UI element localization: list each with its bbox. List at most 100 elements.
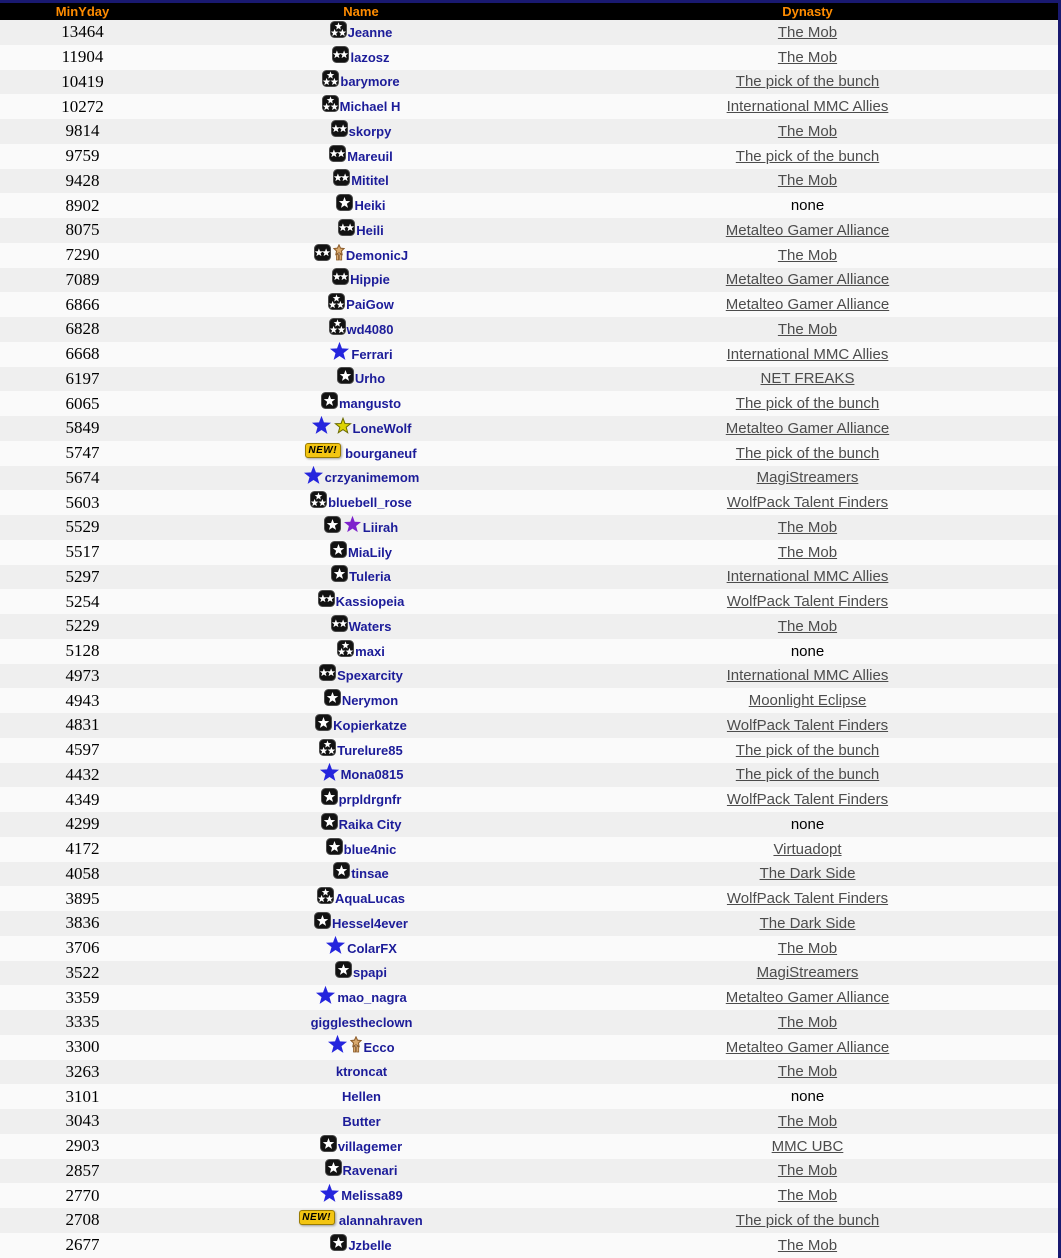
dynasty-link[interactable]: The Mob [777, 518, 838, 536]
player-name[interactable]: ktroncat [335, 1064, 388, 1080]
dynasty-link[interactable]: MagiStreamers [756, 964, 859, 982]
dynasty-link[interactable]: The pick of the bunch [735, 741, 880, 759]
player-name[interactable]: prpldrgnfr [338, 792, 402, 808]
player-name[interactable]: Heili [356, 222, 384, 238]
dynasty-link[interactable]: Metalteo Gamer Alliance [725, 419, 890, 437]
player-name[interactable]: alannahraven [338, 1212, 423, 1228]
player-name[interactable]: Michael H [339, 99, 401, 115]
player-name[interactable]: Raika City [338, 816, 402, 832]
dynasty-link[interactable]: MagiStreamers [756, 469, 859, 487]
player-name[interactable]: Jeanne [347, 24, 393, 40]
player-name[interactable]: Butter [342, 1113, 381, 1129]
player-name[interactable]: Waters [348, 618, 392, 634]
dynasty-link[interactable]: NET FREAKS [760, 370, 855, 388]
player-name[interactable]: Hellen [341, 1089, 381, 1105]
player-name[interactable]: Turelure85 [337, 742, 403, 758]
dynasty-link[interactable]: Metalteo Gamer Alliance [725, 271, 890, 289]
player-name[interactable]: spapi [353, 965, 387, 981]
player-name[interactable]: Tuleria [349, 569, 391, 585]
player-name[interactable]: bluebell_rose [328, 495, 412, 511]
dynasty-link[interactable]: Metalteo Gamer Alliance [725, 1038, 890, 1056]
player-name[interactable]: tinsae [351, 866, 389, 882]
dynasty-link[interactable]: The pick of the bunch [735, 147, 880, 165]
column-header-dynasty[interactable]: Dynasty [782, 4, 833, 19]
player-name[interactable]: Ferrari [351, 346, 393, 362]
player-name[interactable]: lazosz [350, 49, 390, 65]
player-name[interactable]: mangusto [338, 396, 402, 412]
player-name[interactable]: maxi [355, 643, 385, 659]
dynasty-link[interactable]: The Mob [777, 23, 838, 41]
player-name[interactable]: ColarFX [347, 940, 397, 956]
dynasty-link[interactable]: The Mob [777, 617, 838, 635]
player-name[interactable]: wd4080 [346, 321, 394, 337]
player-name[interactable]: Ecco [363, 1039, 395, 1055]
dynasty-link[interactable]: The Mob [777, 543, 838, 561]
player-name[interactable]: Hessel4ever [332, 915, 408, 931]
player-name[interactable]: Kassiopeia [335, 594, 405, 610]
dynasty-link[interactable]: The Mob [777, 122, 838, 140]
dynasty-link[interactable]: WolfPack Talent Finders [726, 593, 889, 611]
player-name[interactable]: DemonicJ [345, 247, 409, 263]
player-name[interactable]: Heiki [354, 198, 386, 214]
player-name[interactable]: Liirah [362, 519, 399, 535]
dynasty-link[interactable]: The Dark Side [759, 865, 856, 883]
dynasty-link[interactable]: The Mob [777, 1013, 838, 1031]
player-name[interactable]: crzyanimemom [324, 470, 420, 486]
dynasty-link[interactable]: The Mob [777, 1187, 838, 1205]
dynasty-link[interactable]: MMC UBC [771, 1137, 844, 1155]
player-name[interactable]: blue4nic [343, 841, 397, 857]
player-name[interactable]: Mareuil [347, 148, 393, 164]
player-name[interactable]: barymore [340, 74, 400, 90]
dynasty-link[interactable]: Metalteo Gamer Alliance [725, 296, 890, 314]
dynasty-link[interactable]: The pick of the bunch [735, 73, 880, 91]
player-name[interactable]: LoneWolf [352, 420, 412, 436]
dynasty-link[interactable]: The Mob [777, 246, 838, 264]
dynasty-link[interactable]: WolfPack Talent Finders [726, 716, 889, 734]
dynasty-link[interactable]: The Mob [777, 320, 838, 338]
column-header-name[interactable]: Name [343, 4, 379, 19]
player-name[interactable]: Jzbelle [348, 1237, 392, 1253]
player-name[interactable]: Kopierkatze [333, 717, 407, 733]
dynasty-link[interactable]: International MMC Allies [726, 667, 889, 685]
dynasty-link[interactable]: The Mob [777, 1112, 838, 1130]
dynasty-link[interactable]: WolfPack Talent Finders [726, 494, 889, 512]
player-name[interactable]: Mona0815 [340, 767, 404, 783]
dynasty-link[interactable]: International MMC Allies [726, 98, 889, 116]
dynasty-link[interactable]: The pick of the bunch [735, 444, 880, 462]
player-name[interactable]: PaiGow [346, 297, 394, 313]
dynasty-link[interactable]: The pick of the bunch [735, 766, 880, 784]
dynasty-link[interactable]: The Mob [777, 1162, 838, 1180]
player-name[interactable]: Nerymon [341, 693, 399, 709]
player-name[interactable]: villagemer [337, 1138, 403, 1154]
dynasty-link[interactable]: Moonlight Eclipse [748, 692, 867, 710]
dynasty-link[interactable]: International MMC Allies [726, 345, 889, 363]
player-name[interactable]: Urho [354, 371, 386, 387]
column-header-minyday[interactable]: MinYday [55, 4, 110, 19]
dynasty-link[interactable]: The Mob [777, 172, 838, 190]
dynasty-link[interactable]: The Mob [777, 939, 838, 957]
dynasty-link[interactable]: The Mob [777, 1236, 838, 1254]
dynasty-link[interactable]: Metalteo Gamer Alliance [725, 221, 890, 239]
dynasty-link[interactable]: Metalteo Gamer Alliance [725, 989, 890, 1007]
player-name[interactable]: Melissa89 [341, 1188, 403, 1204]
dynasty-link[interactable]: WolfPack Talent Finders [726, 791, 889, 809]
player-name[interactable]: Hippie [350, 272, 390, 288]
minyday-value: 2677 [65, 1235, 100, 1255]
player-name[interactable]: gigglestheclown [310, 1014, 413, 1030]
dynasty-link[interactable]: The Mob [777, 48, 838, 66]
player-name[interactable]: Ravenari [342, 1163, 398, 1179]
dynasty-link[interactable]: The Mob [777, 1063, 838, 1081]
dynasty-link[interactable]: International MMC Allies [726, 568, 889, 586]
player-name[interactable]: Spexarcity [337, 668, 403, 684]
player-name[interactable]: Mititel [351, 173, 389, 189]
player-name[interactable]: skorpy [348, 123, 392, 139]
dynasty-link[interactable]: The Dark Side [759, 914, 856, 932]
player-name[interactable]: AquaLucas [334, 891, 406, 907]
player-name[interactable]: MiaLily [347, 544, 393, 560]
player-name[interactable]: mao_nagra [337, 990, 407, 1006]
dynasty-link[interactable]: WolfPack Talent Finders [726, 890, 889, 908]
dynasty-link[interactable]: Virtuadopt [773, 840, 842, 858]
player-name[interactable]: bourganeuf [345, 445, 417, 461]
dynasty-link[interactable]: The pick of the bunch [735, 1211, 880, 1229]
dynasty-link[interactable]: The pick of the bunch [735, 395, 880, 413]
